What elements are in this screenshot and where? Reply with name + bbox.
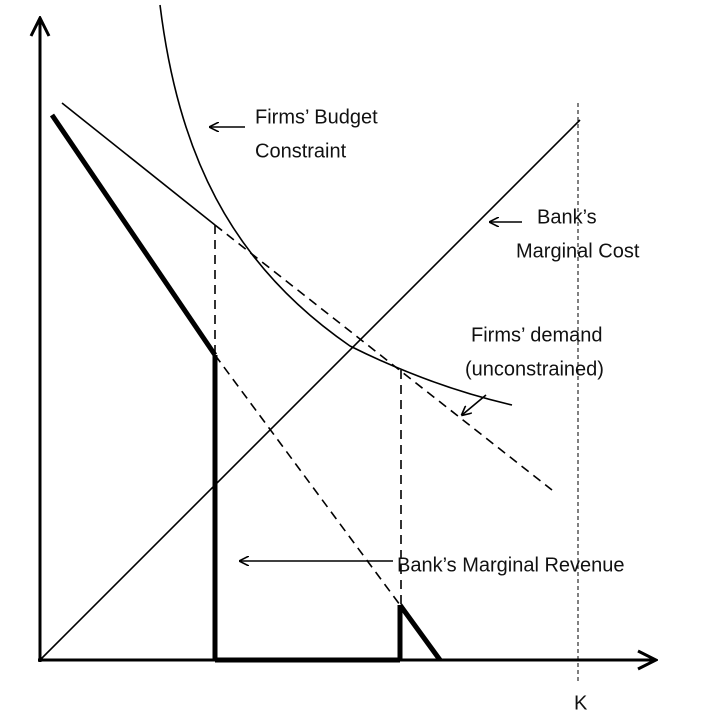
label: Constraint: [255, 140, 347, 162]
label-arrow: [462, 394, 487, 415]
label: Marginal Cost: [516, 240, 640, 262]
marginal-revenue-dashed: [214, 354, 401, 606]
label: Bank’s Marginal Revenue: [397, 554, 625, 576]
label: Firms’ demand: [471, 324, 603, 346]
label: (unconstrained): [465, 358, 604, 380]
budget-constraint-curve: [159, 4, 513, 406]
marginal-cost-line: [39, 119, 581, 661]
label: Bank’s: [537, 206, 597, 228]
marginal-revenue-line: [49, 113, 218, 357]
demand-line: [61, 102, 216, 226]
axis-label: K: [574, 692, 588, 714]
demand-line-dashed: [214, 224, 553, 491]
label: Firms’ Budget: [255, 106, 378, 128]
marginal-revenue-line: [397, 603, 443, 662]
